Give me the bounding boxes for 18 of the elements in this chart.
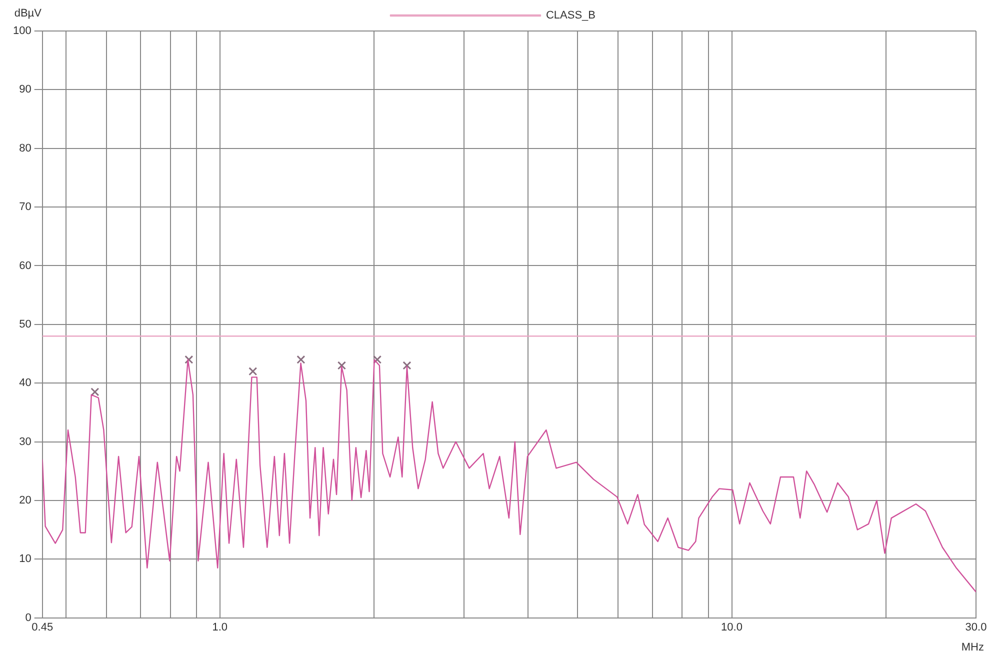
y-tick-label: 0 — [25, 612, 32, 624]
text: CLASS_B — [546, 10, 596, 22]
y-tick-label: 40 — [19, 377, 32, 390]
x-tick-label: 30.0 — [965, 621, 987, 634]
y-tick-label: 100 — [12, 25, 32, 38]
y-tick-label: 30 — [19, 436, 32, 448]
y-tick-label: 90 — [19, 84, 32, 96]
y-tick-label: 80 — [19, 142, 32, 154]
x-tick-label: 10.0 — [721, 621, 742, 634]
y-axis-title: dBµV — [14, 8, 42, 20]
y-tick-label: 60 — [19, 260, 32, 272]
y-tick-label: 70 — [19, 201, 32, 214]
y-tick-label: 10 — [19, 553, 32, 566]
y-tick-label: 20 — [19, 494, 32, 506]
x-tick-label: 1.0 — [212, 621, 228, 634]
y-tick-label: 50 — [19, 318, 32, 330]
x-tick-label: 0.45 — [32, 621, 54, 634]
x-axis-title: MHz — [961, 641, 984, 654]
